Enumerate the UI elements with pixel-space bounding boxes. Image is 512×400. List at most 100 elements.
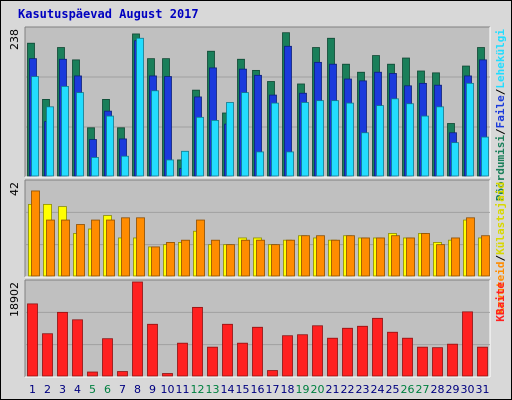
bar-arvuteid-day-30	[466, 217, 475, 277]
legend-middle: Arvuteid/Külastajaid	[494, 182, 507, 314]
bar-arvuteid-day-10	[166, 242, 175, 277]
bar-arvuteid-day-27	[421, 233, 430, 277]
bar-lehekülgi-day-17	[271, 102, 279, 177]
bar-arvuteid-day-22	[346, 235, 355, 277]
bar-kbaite-day-21	[327, 337, 338, 377]
bar-kbaite-day-18	[282, 335, 293, 377]
bar-lehekülgi-day-14	[226, 102, 234, 177]
bar-arvuteid-day-12	[196, 219, 205, 277]
x-tick-label-day-25: 25	[386, 383, 400, 396]
bar-kbaite-day-19	[297, 334, 308, 377]
bar-kbaite-day-30	[462, 311, 473, 377]
x-tick-label-day-22: 22	[341, 383, 355, 396]
bar-kbaite-day-24	[372, 317, 383, 377]
bar-arvuteid-day-1	[31, 190, 40, 277]
bar-arvuteid-day-20	[316, 235, 325, 277]
x-tick-label-day-8: 8	[134, 383, 141, 396]
x-tick-label-day-21: 21	[326, 383, 340, 396]
bar-arvuteid-day-8	[136, 217, 145, 277]
bar-arvuteid-day-11	[181, 239, 190, 277]
legend-top: Pöördumisi/Faile/Lehekülgi	[494, 29, 507, 202]
bar-arvuteid-day-6	[106, 219, 115, 277]
y-axis-max-label: 238	[8, 29, 21, 50]
x-tick-label-day-9: 9	[149, 383, 156, 396]
bar-lehekülgi-day-2	[46, 106, 54, 177]
bar-arvuteid-day-13	[211, 239, 220, 277]
bar-kbaite-day-7	[117, 371, 128, 377]
bar-arvuteid-day-4	[76, 224, 85, 277]
bar-kbaite-day-8	[132, 281, 143, 377]
bar-arvuteid-day-23	[361, 237, 370, 277]
bar-lehekülgi-day-7	[121, 155, 129, 177]
bar-arvuteid-day-2	[46, 219, 55, 277]
bar-lehekülgi-day-23	[361, 132, 369, 177]
bar-arvuteid-day-25	[391, 235, 400, 277]
bar-kbaite-day-1	[27, 303, 38, 377]
bar-kbaite-day-2	[42, 333, 53, 377]
bar-lehekülgi-day-4	[76, 92, 84, 177]
bar-lehekülgi-day-3	[61, 86, 69, 177]
legend-entry: Lehekülgi	[494, 29, 507, 89]
x-tick-label-day-16: 16	[251, 383, 265, 396]
bar-kbaite-day-5	[87, 371, 98, 377]
bar-kbaite-day-14	[222, 323, 233, 377]
bar-kbaite-day-11	[177, 342, 188, 377]
bar-lehekülgi-day-31	[481, 136, 489, 177]
bar-kbaite-day-25	[387, 331, 398, 377]
bar-lehekülgi-day-13	[211, 120, 219, 177]
bar-kbaite-day-16	[252, 326, 263, 377]
bar-arvuteid-day-9	[151, 246, 160, 277]
y-axis-max-label: 42	[8, 182, 21, 196]
x-tick-label-day-19: 19	[296, 383, 310, 396]
bar-kbaite-day-28	[432, 347, 443, 377]
bar-lehekülgi-day-12	[196, 116, 204, 177]
bar-lehekülgi-day-9	[151, 90, 159, 177]
x-tick-label-day-2: 2	[44, 383, 51, 396]
bar-arvuteid-day-19	[301, 235, 310, 277]
x-tick-label-day-18: 18	[281, 383, 295, 396]
x-tick-label-day-24: 24	[371, 383, 385, 396]
bar-lehekülgi-day-1	[31, 76, 39, 177]
bar-arvuteid-day-7	[121, 217, 130, 277]
x-tick-label-day-13: 13	[206, 383, 220, 396]
bar-arvuteid-day-5	[91, 219, 100, 277]
x-tick-label-day-1: 1	[29, 383, 36, 396]
bar-arvuteid-day-31	[481, 235, 490, 277]
bar-arvuteid-day-14	[226, 244, 235, 277]
x-tick-label-day-15: 15	[236, 383, 250, 396]
bar-lehekülgi-day-29	[451, 142, 459, 177]
x-tick-label-day-10: 10	[161, 383, 175, 396]
bar-lehekülgi-day-21	[331, 100, 339, 177]
y-axis-max-label: 18902	[8, 282, 21, 317]
bar-kbaite-day-13	[207, 346, 218, 377]
x-tick-label-day-11: 11	[176, 383, 190, 396]
legend-separator: /	[494, 88, 507, 95]
x-tick-label-day-20: 20	[311, 383, 325, 396]
x-tick-label-day-3: 3	[59, 383, 66, 396]
bar-lehekülgi-day-30	[466, 82, 474, 177]
bar-lehekülgi-day-18	[286, 151, 294, 177]
bar-lehekülgi-day-5	[91, 157, 99, 177]
x-tick-label-day-17: 17	[266, 383, 280, 396]
bar-arvuteid-day-29	[451, 237, 460, 277]
x-tick-label-day-28: 28	[431, 383, 445, 396]
x-tick-label-day-7: 7	[119, 383, 126, 396]
x-tick-label-day-14: 14	[221, 383, 235, 396]
bar-lehekülgi-day-28	[436, 106, 444, 177]
legend-separator: /	[494, 254, 507, 261]
x-tick-label-day-23: 23	[356, 383, 370, 396]
bar-kbaite-day-10	[162, 373, 173, 377]
legend-entry: Faile	[494, 95, 507, 128]
legend-entry: Külastajaid	[494, 182, 507, 255]
x-tick-label-day-26: 26	[401, 383, 415, 396]
bar-kbaite-day-20	[312, 325, 323, 377]
x-tick-label-day-30: 30	[461, 383, 475, 396]
bar-lehekülgi-day-20	[316, 100, 324, 177]
legend-entry: Pöördumisi	[494, 135, 507, 202]
x-tick-label-day-27: 27	[416, 383, 430, 396]
bar-arvuteid-day-21	[331, 239, 340, 277]
bar-lehekülgi-day-22	[346, 102, 354, 177]
bar-kbaite-day-4	[72, 319, 83, 377]
legend-entry: Arvuteid	[494, 261, 507, 314]
